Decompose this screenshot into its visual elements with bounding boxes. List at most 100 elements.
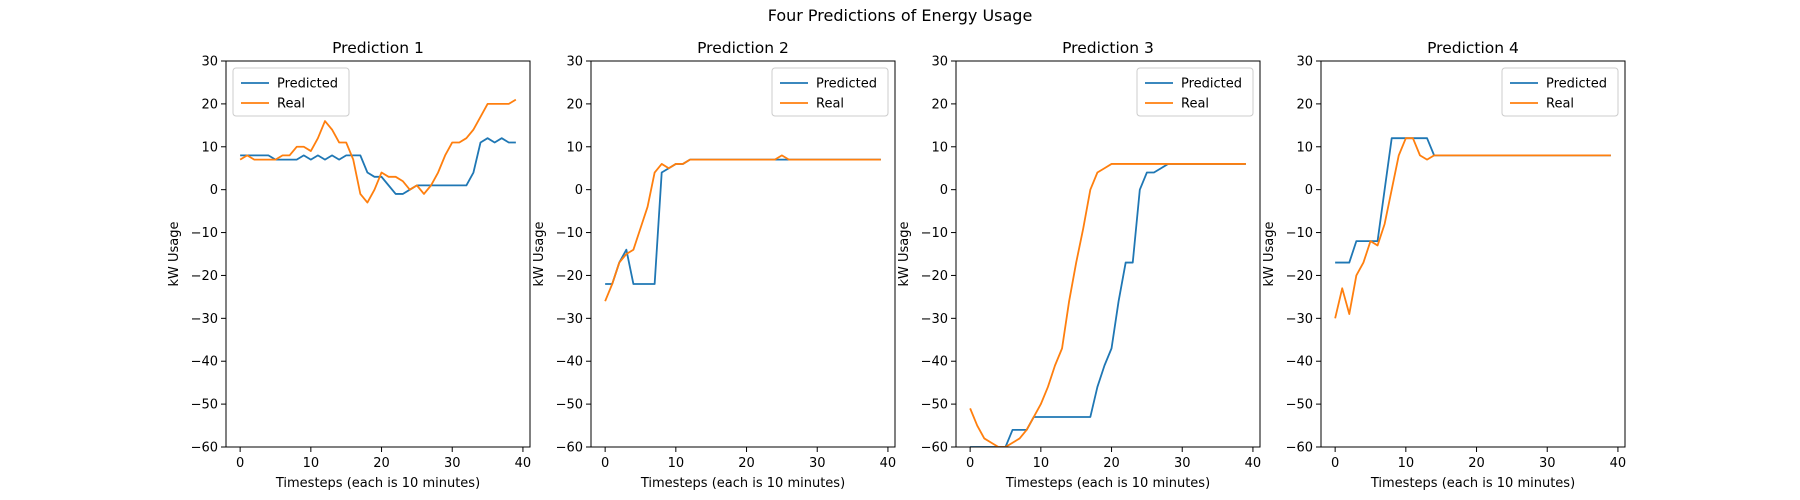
y-tick-label: −20 xyxy=(1286,269,1313,284)
y-tick-label: 0 xyxy=(210,183,218,198)
x-tick-label: 0 xyxy=(236,456,244,471)
series-line-real xyxy=(239,98,517,204)
x-tick-label: 40 xyxy=(1610,456,1627,471)
y-tick-label: 30 xyxy=(566,55,583,70)
panel-title: Prediction 4 xyxy=(1427,39,1519,57)
panel-title: Prediction 3 xyxy=(1062,39,1154,57)
figure-title: Four Predictions of Energy Usage xyxy=(767,6,1033,25)
chart-panel-2: 0 10 20 30 40 −60 −50 −40 −30 −20 −10 0 10 20 30 Predic… xyxy=(532,39,896,491)
legend-box xyxy=(1501,67,1619,117)
x-tick-label: 10 xyxy=(668,456,685,471)
y-axis-label: kW Usage xyxy=(532,221,547,286)
y-tick-label: 0 xyxy=(575,183,583,198)
legend-label-real: Real xyxy=(816,97,844,112)
legend-box xyxy=(771,67,889,117)
x-tick-label: 30 xyxy=(809,456,826,471)
y-tick-label: −40 xyxy=(191,355,218,370)
y-axis-label: kW Usage xyxy=(897,221,912,286)
legend-box xyxy=(1136,67,1254,117)
chart-panel-4: 0 10 20 30 40 −60 −50 −40 −30 −20 −10 0 10 20 30 Predic… xyxy=(1262,39,1626,491)
x-axis-label: Timesteps (each is 10 minutes) xyxy=(1370,476,1575,491)
panel-title: Prediction 2 xyxy=(697,39,789,57)
y-tick-label: −30 xyxy=(1286,312,1313,327)
y-tick-label: −50 xyxy=(191,398,218,413)
legend-label-predicted: Predicted xyxy=(1181,77,1242,92)
x-tick-label: 30 xyxy=(1539,456,1556,471)
y-tick-label: −20 xyxy=(556,269,583,284)
plot-frame xyxy=(1320,60,1626,448)
y-tick-label: −60 xyxy=(556,441,583,456)
legend: Predicted Real xyxy=(771,67,889,117)
y-tick-label: −60 xyxy=(921,441,948,456)
series-line-real xyxy=(1334,137,1611,319)
y-tick-label: 10 xyxy=(566,140,583,155)
y-tick-label: −60 xyxy=(191,441,218,456)
x-axis-label: Timesteps (each is 10 minutes) xyxy=(640,476,845,491)
y-tick-label: −40 xyxy=(556,355,583,370)
x-tick-label: 30 xyxy=(1174,456,1191,471)
x-tick-label: 40 xyxy=(1245,456,1262,471)
x-axis-label: Timesteps (each is 10 minutes) xyxy=(275,476,480,491)
chart-panel-3: 0 10 20 30 40 −60 −50 −40 −30 −20 −10 0 10 20 30 Predic… xyxy=(897,39,1261,491)
x-tick-label: 0 xyxy=(1331,456,1339,471)
y-tick-label: 30 xyxy=(1296,55,1313,70)
y-tick-label: 10 xyxy=(201,140,218,155)
y-tick-label: −30 xyxy=(921,312,948,327)
series-line-predicted xyxy=(970,163,1246,447)
y-tick-label: −20 xyxy=(191,269,218,284)
y-tick-label: −50 xyxy=(1286,398,1313,413)
x-tick-label: 40 xyxy=(880,456,897,471)
y-tick-label: 20 xyxy=(1296,97,1313,112)
x-tick-label: 0 xyxy=(601,456,609,471)
legend-label-real: Real xyxy=(277,97,305,112)
y-tick-label: −30 xyxy=(191,312,218,327)
y-tick-label: 10 xyxy=(931,140,948,155)
x-tick-label: 10 xyxy=(1398,456,1415,471)
y-tick-label: −50 xyxy=(556,398,583,413)
y-tick-label: −10 xyxy=(1286,226,1313,241)
x-tick-label: 40 xyxy=(515,456,532,471)
y-tick-label: −30 xyxy=(556,312,583,327)
y-tick-label: 10 xyxy=(1296,140,1313,155)
y-tick-label: −10 xyxy=(191,226,218,241)
y-tick-label: 0 xyxy=(940,183,948,198)
series-line-predicted xyxy=(605,158,881,285)
x-tick-label: 30 xyxy=(444,456,461,471)
x-tick-label: 20 xyxy=(738,456,755,471)
y-tick-label: 20 xyxy=(931,97,948,112)
series-line-predicted xyxy=(240,137,516,195)
y-tick-label: −40 xyxy=(921,355,948,370)
x-tick-label: 20 xyxy=(373,456,390,471)
legend-box xyxy=(232,67,350,117)
y-tick-label: −40 xyxy=(1286,355,1313,370)
x-axis-label: Timesteps (each is 10 minutes) xyxy=(1005,476,1210,491)
y-tick-label: −60 xyxy=(1286,441,1313,456)
y-axis-label: kW Usage xyxy=(167,221,182,286)
plot-frame xyxy=(225,60,531,448)
y-axis-label: kW Usage xyxy=(1262,221,1277,286)
y-tick-label: 20 xyxy=(566,97,583,112)
y-tick-label: 30 xyxy=(931,55,948,70)
y-tick-label: 20 xyxy=(201,97,218,112)
plot-frame xyxy=(590,60,896,448)
y-tick-label: −10 xyxy=(921,226,948,241)
plot-frame xyxy=(955,60,1261,448)
legend: Predicted Real xyxy=(232,67,350,117)
series-line-real xyxy=(969,163,1246,447)
x-tick-label: 20 xyxy=(1103,456,1120,471)
legend-label-predicted: Predicted xyxy=(1546,77,1607,92)
chart-panel-1: 0 10 20 30 40 −60 −50 −40 −30 −20 −10 0 10 20 30 Predic… xyxy=(167,39,531,491)
legend: Predicted Real xyxy=(1136,67,1254,117)
legend-label-real: Real xyxy=(1181,97,1209,112)
y-tick-label: 0 xyxy=(1305,183,1313,198)
legend-label-real: Real xyxy=(1546,97,1574,112)
legend-label-predicted: Predicted xyxy=(816,77,877,92)
legend: Predicted Real xyxy=(1501,67,1619,117)
y-tick-label: −50 xyxy=(921,398,948,413)
y-tick-label: −20 xyxy=(921,269,948,284)
x-tick-label: 10 xyxy=(1033,456,1050,471)
y-tick-label: −10 xyxy=(556,226,583,241)
legend-label-predicted: Predicted xyxy=(277,77,338,92)
